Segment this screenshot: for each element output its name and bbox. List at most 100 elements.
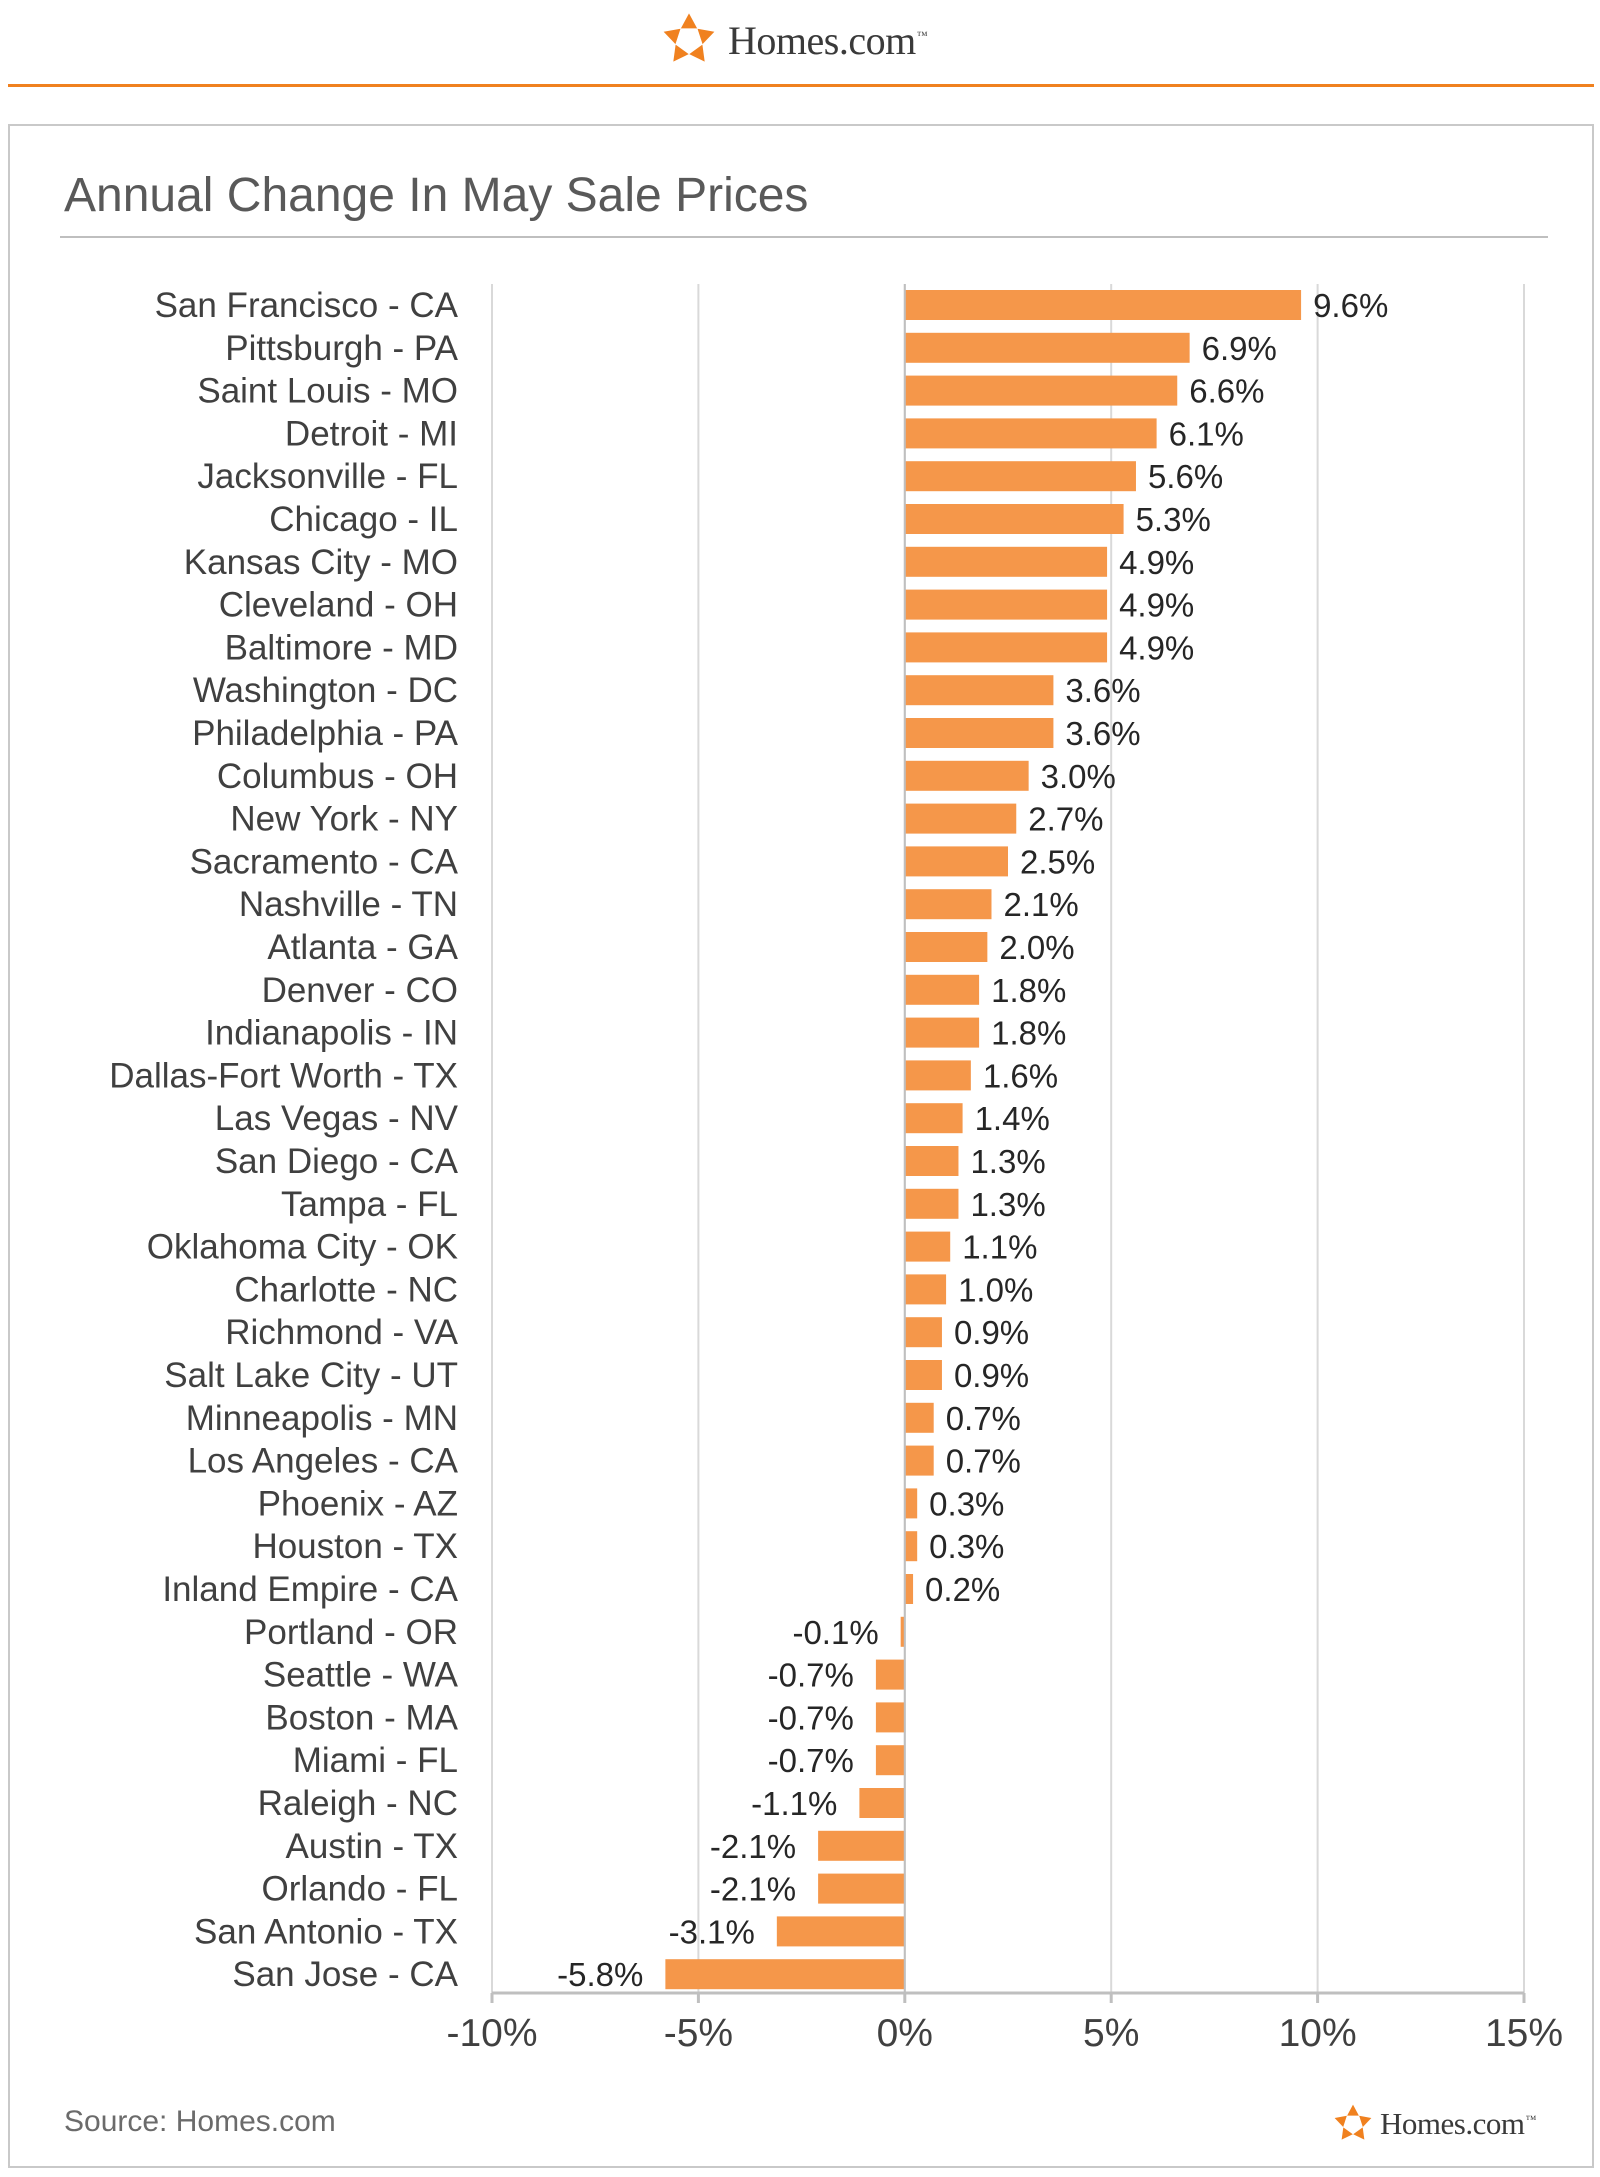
- category-label: Las Vegas - NV: [215, 1099, 459, 1138]
- bar: [875, 1745, 905, 1776]
- category-label: Inland Empire - CA: [162, 1570, 458, 1609]
- category-label: New York - NY: [230, 800, 458, 839]
- data-label: -0.7%: [768, 1657, 854, 1694]
- data-label: 9.6%: [1313, 287, 1388, 324]
- data-label: 3.6%: [1065, 672, 1140, 709]
- bar: [875, 1702, 905, 1733]
- bar: [904, 461, 1136, 492]
- bar: [875, 1659, 905, 1690]
- category-label: Houston - TX: [252, 1527, 458, 1566]
- category-label: Oklahoma City - OK: [147, 1228, 458, 1267]
- category-label: Jacksonville - FL: [197, 457, 458, 496]
- bar: [904, 290, 1302, 320]
- data-label: 0.7%: [946, 1443, 1021, 1480]
- bar: [904, 1360, 942, 1390]
- category-label: Sacramento - CA: [190, 842, 459, 881]
- bar: [900, 1616, 905, 1647]
- category-label: Philadelphia - PA: [192, 714, 459, 753]
- bar: [818, 1873, 905, 1904]
- data-label: -5.8%: [557, 1956, 643, 1993]
- source-note: Source: Homes.com: [64, 2105, 336, 2138]
- category-label: Nashville - TN: [239, 885, 458, 924]
- bar: [904, 1103, 963, 1134]
- x-tick-label: -5%: [664, 2012, 733, 2055]
- footer-brand-name: Homes.com™: [1380, 2106, 1536, 2141]
- data-label: 0.9%: [954, 1314, 1029, 1351]
- data-label: 1.3%: [970, 1186, 1045, 1223]
- bar: [904, 1445, 934, 1476]
- category-label: Miami - FL: [293, 1741, 458, 1780]
- x-tick-label: 10%: [1279, 2012, 1357, 2055]
- category-label: Atlanta - GA: [267, 928, 458, 967]
- bar: [904, 1146, 959, 1176]
- bar: [818, 1830, 905, 1861]
- bar: [904, 1531, 918, 1562]
- bar: [904, 1231, 951, 1262]
- bar: [904, 974, 980, 1005]
- category-label: Salt Lake City - UT: [164, 1356, 458, 1395]
- bar: [904, 632, 1108, 663]
- category-label: Los Angeles - CA: [188, 1442, 459, 1481]
- bar: [904, 589, 1108, 620]
- data-label: 5.6%: [1148, 458, 1223, 495]
- category-label: Washington - DC: [193, 671, 458, 710]
- data-label: 2.1%: [1003, 886, 1078, 923]
- data-label: -1.1%: [751, 1785, 837, 1822]
- bar: [904, 932, 988, 962]
- bar: [904, 504, 1124, 534]
- chart-title: Annual Change In May Sale Prices: [64, 169, 809, 222]
- bar: [859, 1788, 905, 1818]
- data-label: 0.3%: [929, 1485, 1004, 1522]
- data-label: -2.1%: [710, 1828, 796, 1865]
- bar: [904, 1574, 914, 1604]
- data-label: 1.8%: [991, 972, 1066, 1009]
- data-label: 0.3%: [929, 1528, 1004, 1565]
- data-label: 4.9%: [1119, 629, 1194, 666]
- bar: [904, 332, 1190, 363]
- category-label: San Francisco - CA: [155, 286, 459, 325]
- bar: [904, 1488, 918, 1519]
- homes-star-icon: [663, 13, 715, 62]
- category-label: Seattle - WA: [263, 1656, 459, 1695]
- data-label: 1.1%: [962, 1229, 1037, 1266]
- category-label: Charlotte - NC: [234, 1270, 458, 1309]
- data-label: 6.9%: [1202, 330, 1277, 367]
- bar: [665, 1959, 905, 1990]
- category-label: Dallas-Fort Worth - TX: [109, 1056, 458, 1095]
- brand-name: Homes.com™: [728, 17, 927, 63]
- bar: [904, 1317, 942, 1348]
- data-label: 0.9%: [954, 1357, 1029, 1394]
- category-label: Saint Louis - MO: [197, 372, 458, 411]
- data-label: 3.6%: [1065, 715, 1140, 752]
- bar: [776, 1916, 905, 1947]
- category-label: San Jose - CA: [232, 1955, 458, 1994]
- bar: [904, 375, 1178, 406]
- bar: [904, 846, 1008, 877]
- bar: [904, 546, 1108, 577]
- x-tick-label: 15%: [1485, 2012, 1563, 2055]
- category-label: Detroit - MI: [285, 414, 458, 453]
- footer-homes-logo[interactable]: Homes.com™: [1332, 2101, 1536, 2147]
- category-label: Baltimore - MD: [225, 628, 458, 667]
- x-tick-label: 0%: [877, 2012, 933, 2055]
- data-label: 0.2%: [925, 1571, 1000, 1608]
- page-header: Homes.com™: [0, 0, 1600, 87]
- bar: [904, 760, 1029, 791]
- data-label: 2.0%: [999, 929, 1074, 966]
- homes-logo[interactable]: Homes.com™: [660, 10, 927, 70]
- category-label: Raleigh - NC: [258, 1784, 458, 1823]
- bar: [904, 1402, 934, 1433]
- data-label: -3.1%: [669, 1913, 755, 1950]
- bar: [904, 718, 1054, 748]
- header-divider: [8, 84, 1594, 87]
- data-label: 6.6%: [1189, 373, 1264, 410]
- data-label: 5.3%: [1136, 501, 1211, 538]
- bar: [904, 889, 992, 920]
- data-label: 1.4%: [975, 1100, 1050, 1137]
- category-label: Chicago - IL: [269, 500, 458, 539]
- category-label: Denver - CO: [262, 971, 458, 1010]
- homes-star-icon: [1334, 2104, 1372, 2140]
- data-label: -0.7%: [768, 1742, 854, 1779]
- category-label: Phoenix - AZ: [258, 1484, 458, 1523]
- category-label: Orlando - FL: [262, 1870, 458, 1909]
